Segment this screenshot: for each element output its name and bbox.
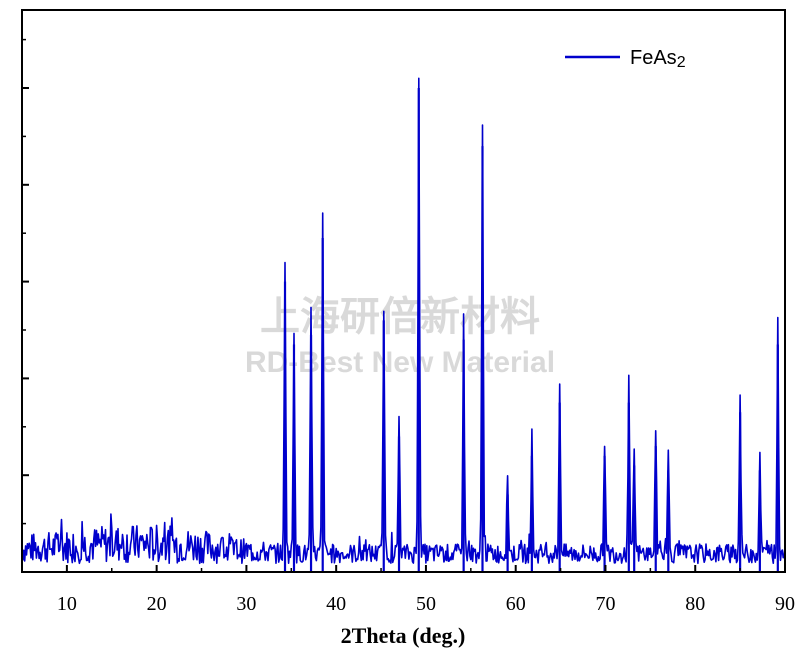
axes: 10 20 30 40 50 60 70 80 90 (21, 9, 795, 615)
x-tick-label: 90 (775, 593, 795, 615)
legend: FeAs2 (565, 47, 686, 71)
watermark: 上海研倍新材料 RD-Best New Material (245, 294, 555, 379)
legend-label-subscript: 2 (677, 54, 686, 71)
plot-area (21, 77, 786, 572)
legend-label-main: FeAs (630, 47, 677, 69)
series-line-feas2 (21, 77, 786, 565)
legend-label: FeAs2 (630, 47, 686, 71)
x-tick-label: 10 (57, 593, 77, 615)
x-tick-label: 50 (416, 593, 436, 615)
x-tick-label: 60 (506, 593, 526, 615)
x-tick-label: 40 (326, 593, 346, 615)
x-tick-label: 70 (595, 593, 615, 615)
plot-frame (21, 9, 786, 573)
x-tick-label: 30 (236, 593, 256, 615)
x-axis-title: 2Theta (deg.) (341, 623, 466, 648)
x-tick-label: 80 (685, 593, 705, 615)
watermark-line2: RD-Best New Material (245, 346, 555, 379)
watermark-line1: 上海研倍新材料 (260, 294, 540, 340)
x-tick-label: 20 (147, 593, 167, 615)
